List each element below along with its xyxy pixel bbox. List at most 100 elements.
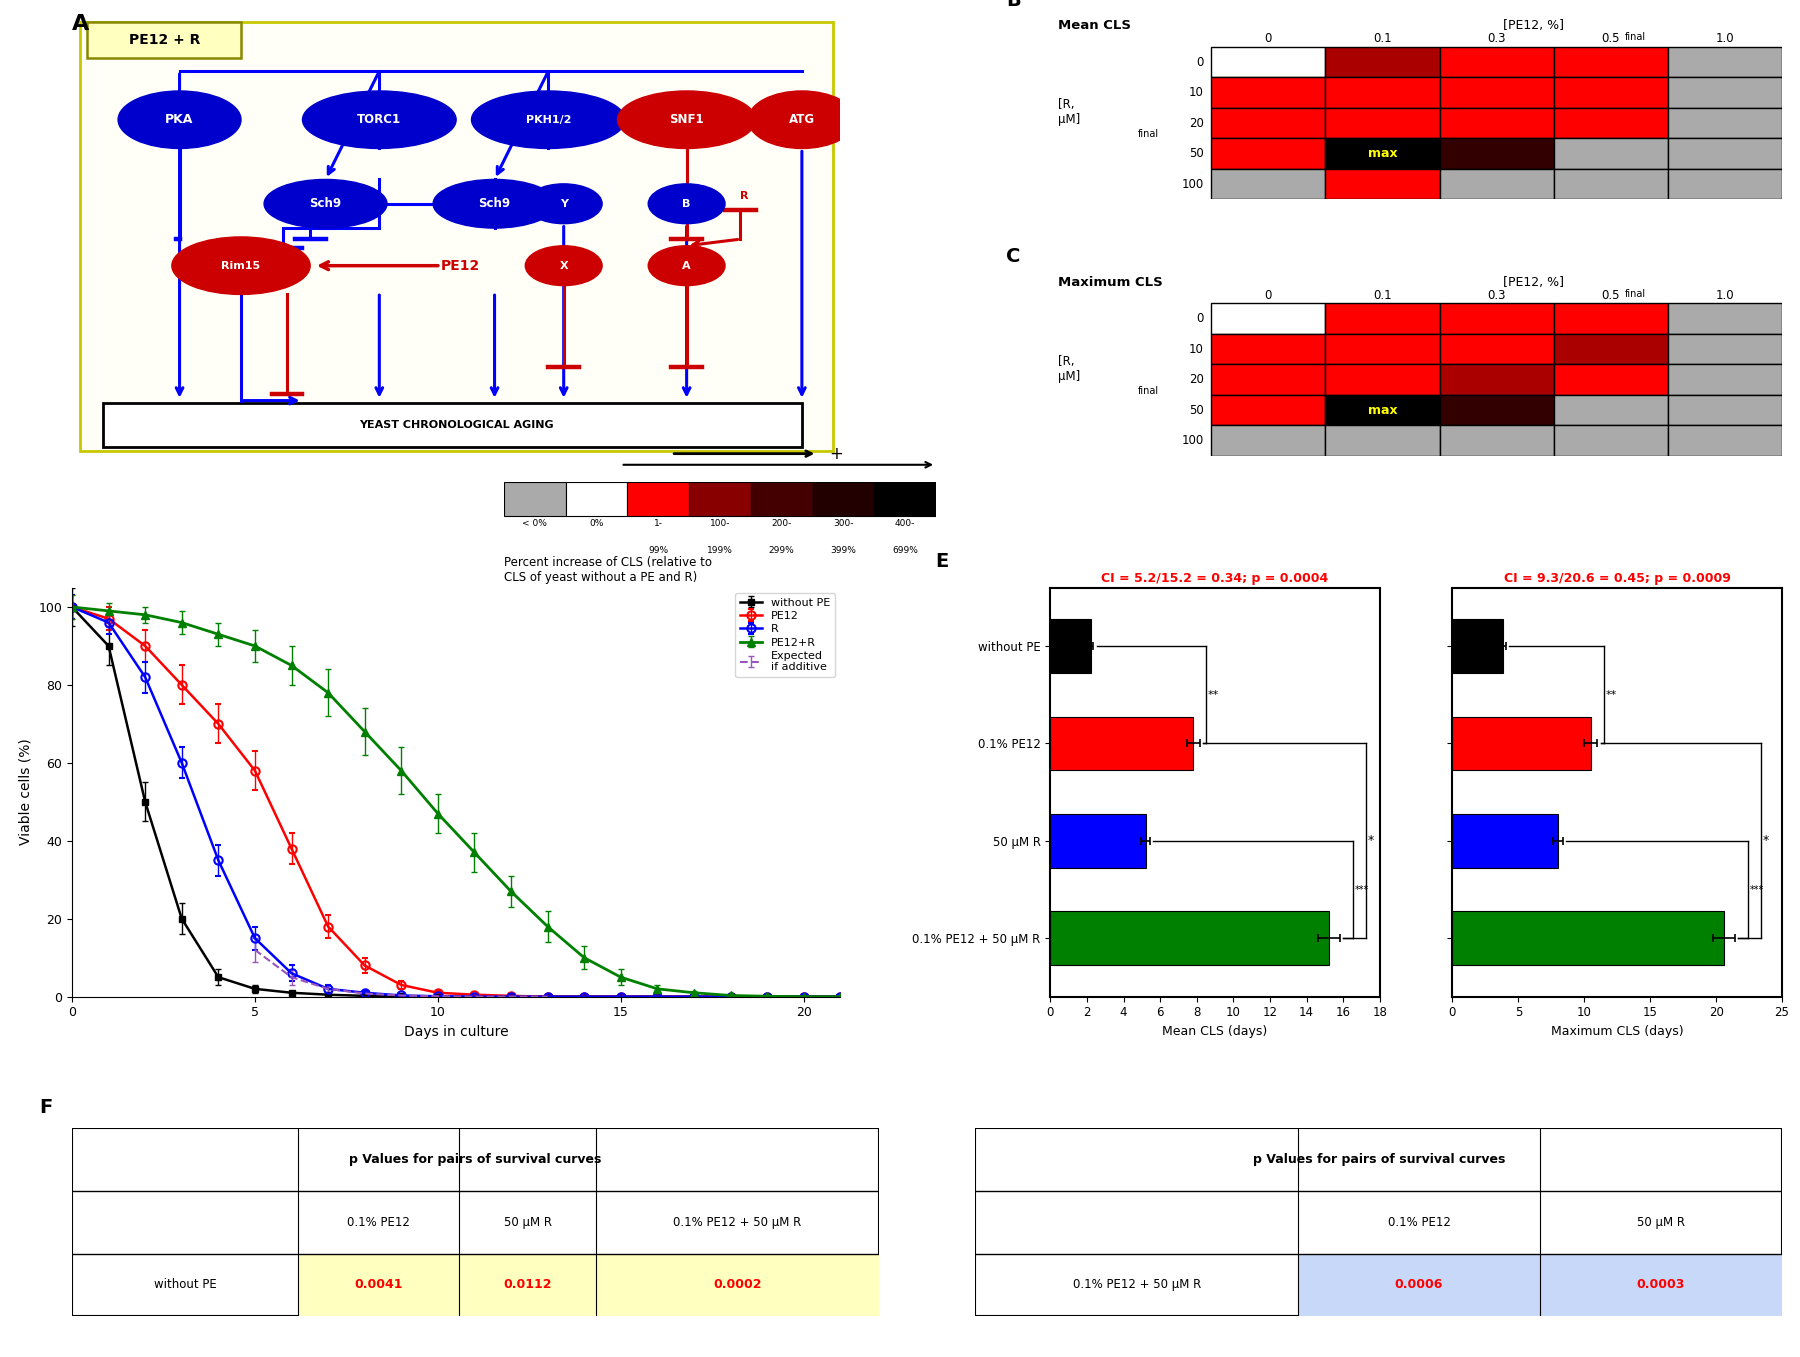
Text: < 0%: < 0% <box>522 518 547 528</box>
Ellipse shape <box>434 179 556 228</box>
Bar <box>1669 334 1782 365</box>
Title: CI = 9.3/20.6 = 0.45; p = 0.0009: CI = 9.3/20.6 = 0.45; p = 0.0009 <box>1503 571 1730 585</box>
Text: R: R <box>740 191 749 201</box>
Bar <box>1211 109 1325 138</box>
Ellipse shape <box>472 91 625 148</box>
Ellipse shape <box>749 91 855 148</box>
Text: 0.5: 0.5 <box>1602 33 1620 45</box>
Text: max: max <box>1368 403 1397 417</box>
Bar <box>751 482 812 516</box>
Bar <box>1325 395 1440 425</box>
Bar <box>1325 138 1440 168</box>
Text: [PE12, %]: [PE12, %] <box>1503 275 1564 289</box>
Text: 1-: 1- <box>653 518 662 528</box>
Text: max: max <box>1368 147 1397 160</box>
Text: 99%: 99% <box>648 546 668 555</box>
Bar <box>1325 168 1440 199</box>
Bar <box>1440 47 1553 77</box>
Text: final: final <box>1138 385 1159 396</box>
Text: **: ** <box>1606 689 1616 700</box>
Text: 0.1% PE12: 0.1% PE12 <box>1388 1216 1451 1229</box>
Text: *: * <box>1368 835 1373 847</box>
Text: Mean CLS: Mean CLS <box>1058 19 1130 33</box>
Bar <box>1553 109 1669 138</box>
X-axis label: Mean CLS (days): Mean CLS (days) <box>1163 1025 1267 1038</box>
Text: *: * <box>1762 835 1769 847</box>
Text: E: E <box>934 552 949 571</box>
Bar <box>1440 425 1553 456</box>
Bar <box>628 482 689 516</box>
Bar <box>1211 77 1325 109</box>
Text: Y: Y <box>560 198 567 209</box>
Text: Rim15: Rim15 <box>221 261 261 270</box>
Bar <box>1440 138 1553 168</box>
Bar <box>1325 47 1440 77</box>
Text: ***: *** <box>1354 885 1368 894</box>
Bar <box>812 482 875 516</box>
Text: 0: 0 <box>1265 33 1273 45</box>
Bar <box>297 1254 459 1316</box>
Ellipse shape <box>302 91 455 148</box>
Text: 0.1: 0.1 <box>1373 289 1391 301</box>
Text: 10: 10 <box>1190 343 1204 356</box>
Bar <box>1669 425 1782 456</box>
Bar <box>1553 138 1669 168</box>
Text: 100: 100 <box>1183 434 1204 446</box>
Text: Maximum CLS: Maximum CLS <box>1058 275 1163 289</box>
Text: ***: *** <box>1750 885 1764 894</box>
Bar <box>1049 619 1091 673</box>
Text: PE12: PE12 <box>441 259 481 273</box>
Text: F: F <box>40 1098 52 1117</box>
Text: 0.0006: 0.0006 <box>1395 1278 1444 1292</box>
Text: without PE: without PE <box>153 1278 216 1292</box>
Bar <box>1298 1254 1541 1316</box>
Bar <box>1049 716 1193 771</box>
Text: ATG: ATG <box>788 113 815 126</box>
Bar <box>1453 814 1557 867</box>
Bar <box>565 482 628 516</box>
Bar <box>1669 168 1782 199</box>
Ellipse shape <box>648 183 725 224</box>
Text: 0.3: 0.3 <box>1487 33 1507 45</box>
Text: X: X <box>560 261 569 270</box>
Text: **: ** <box>1208 689 1219 700</box>
Bar <box>1669 47 1782 77</box>
X-axis label: Days in culture: Days in culture <box>403 1025 508 1039</box>
Text: 0.1% PE12 + 50 μM R: 0.1% PE12 + 50 μM R <box>673 1216 801 1229</box>
Ellipse shape <box>171 237 310 294</box>
Text: 0%: 0% <box>589 518 603 528</box>
Bar <box>1211 304 1325 334</box>
Text: B: B <box>1006 0 1021 9</box>
Bar <box>1553 168 1669 199</box>
Text: YEAST CHRONOLOGICAL AGING: YEAST CHRONOLOGICAL AGING <box>358 419 553 430</box>
Text: 199%: 199% <box>707 546 733 555</box>
Text: Sch9: Sch9 <box>479 197 511 210</box>
Text: 1.0: 1.0 <box>1715 33 1733 45</box>
Text: [R,
μM]: [R, μM] <box>1058 98 1080 126</box>
Text: p Values for pairs of survival curves: p Values for pairs of survival curves <box>1253 1153 1505 1166</box>
Text: 0: 0 <box>1197 56 1204 69</box>
Text: A: A <box>72 14 90 34</box>
Text: 0.0002: 0.0002 <box>713 1278 761 1292</box>
Text: A: A <box>682 261 691 270</box>
Bar <box>1440 304 1553 334</box>
Text: Percent increase of CLS (relative to
CLS of yeast without a PE and R): Percent increase of CLS (relative to CLS… <box>504 556 713 585</box>
Bar <box>1211 138 1325 168</box>
Ellipse shape <box>119 91 241 148</box>
Text: 50: 50 <box>1190 147 1204 160</box>
Bar <box>1440 168 1553 199</box>
Bar <box>689 482 751 516</box>
X-axis label: Maximum CLS (days): Maximum CLS (days) <box>1552 1025 1683 1038</box>
Bar <box>1211 425 1325 456</box>
Bar <box>1453 619 1503 673</box>
Legend: without PE, PE12, R, PE12+R, Expected
if additive: without PE, PE12, R, PE12+R, Expected if… <box>736 593 835 677</box>
Bar <box>1325 304 1440 334</box>
Bar <box>1553 334 1669 365</box>
Text: 0.1% PE12: 0.1% PE12 <box>347 1216 410 1229</box>
Text: 0.1: 0.1 <box>1373 33 1391 45</box>
Ellipse shape <box>526 183 603 224</box>
Bar <box>1049 814 1145 867</box>
FancyBboxPatch shape <box>103 403 801 446</box>
Text: 200-: 200- <box>772 518 792 528</box>
Text: 0.0112: 0.0112 <box>504 1278 553 1292</box>
